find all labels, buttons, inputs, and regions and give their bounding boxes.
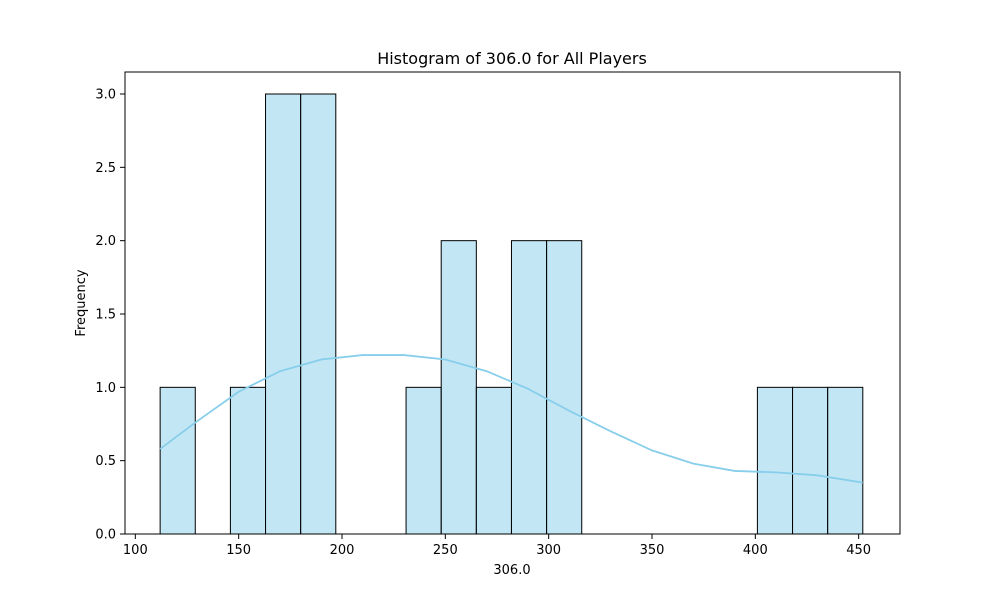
histogram-bar [440,240,477,535]
y-tick-label: 3.0 [95,88,116,103]
y-axis-label: Frequency [74,269,89,336]
histogram-bar [159,386,196,535]
x-tick-label: 300 [536,543,561,558]
x-tick-label: 100 [123,543,148,558]
x-axis-ticks: 100 150 200 250 300 350 400 450 [123,534,871,558]
histogram-bar [756,386,794,535]
kde-curve [159,354,863,484]
histogram-bar [827,386,864,535]
histogram-bar [265,93,302,535]
plot-frame [124,71,901,535]
histogram-bar [546,240,583,535]
x-axis-label: 306.0 [493,563,530,578]
y-tick-label: 0.0 [95,528,116,543]
y-tick-label: 0.5 [95,454,116,469]
histogram-bar [792,386,829,535]
bars-group [159,93,864,535]
y-tick-label: 2.0 [95,234,116,249]
histogram-bar [510,240,548,535]
y-tick-label: 2.5 [95,161,116,176]
x-tick-label: 250 [433,543,458,558]
chart-title: Histogram of 306.0 for All Players [377,49,647,68]
histogram-bar [405,386,442,535]
y-axis-ticks: 0.0 0.5 1.0 1.5 2.0 2.5 3.0 [95,88,125,543]
y-tick-label: 1.5 [95,308,116,323]
x-tick-label: 200 [330,543,355,558]
x-tick-label: 150 [226,543,251,558]
histogram-bar [475,386,512,535]
histogram-bar [300,93,337,535]
histogram-bar [229,386,267,535]
x-tick-label: 400 [743,543,768,558]
x-tick-label: 450 [846,543,871,558]
x-tick-label: 350 [640,543,665,558]
y-tick-label: 1.0 [95,381,116,396]
